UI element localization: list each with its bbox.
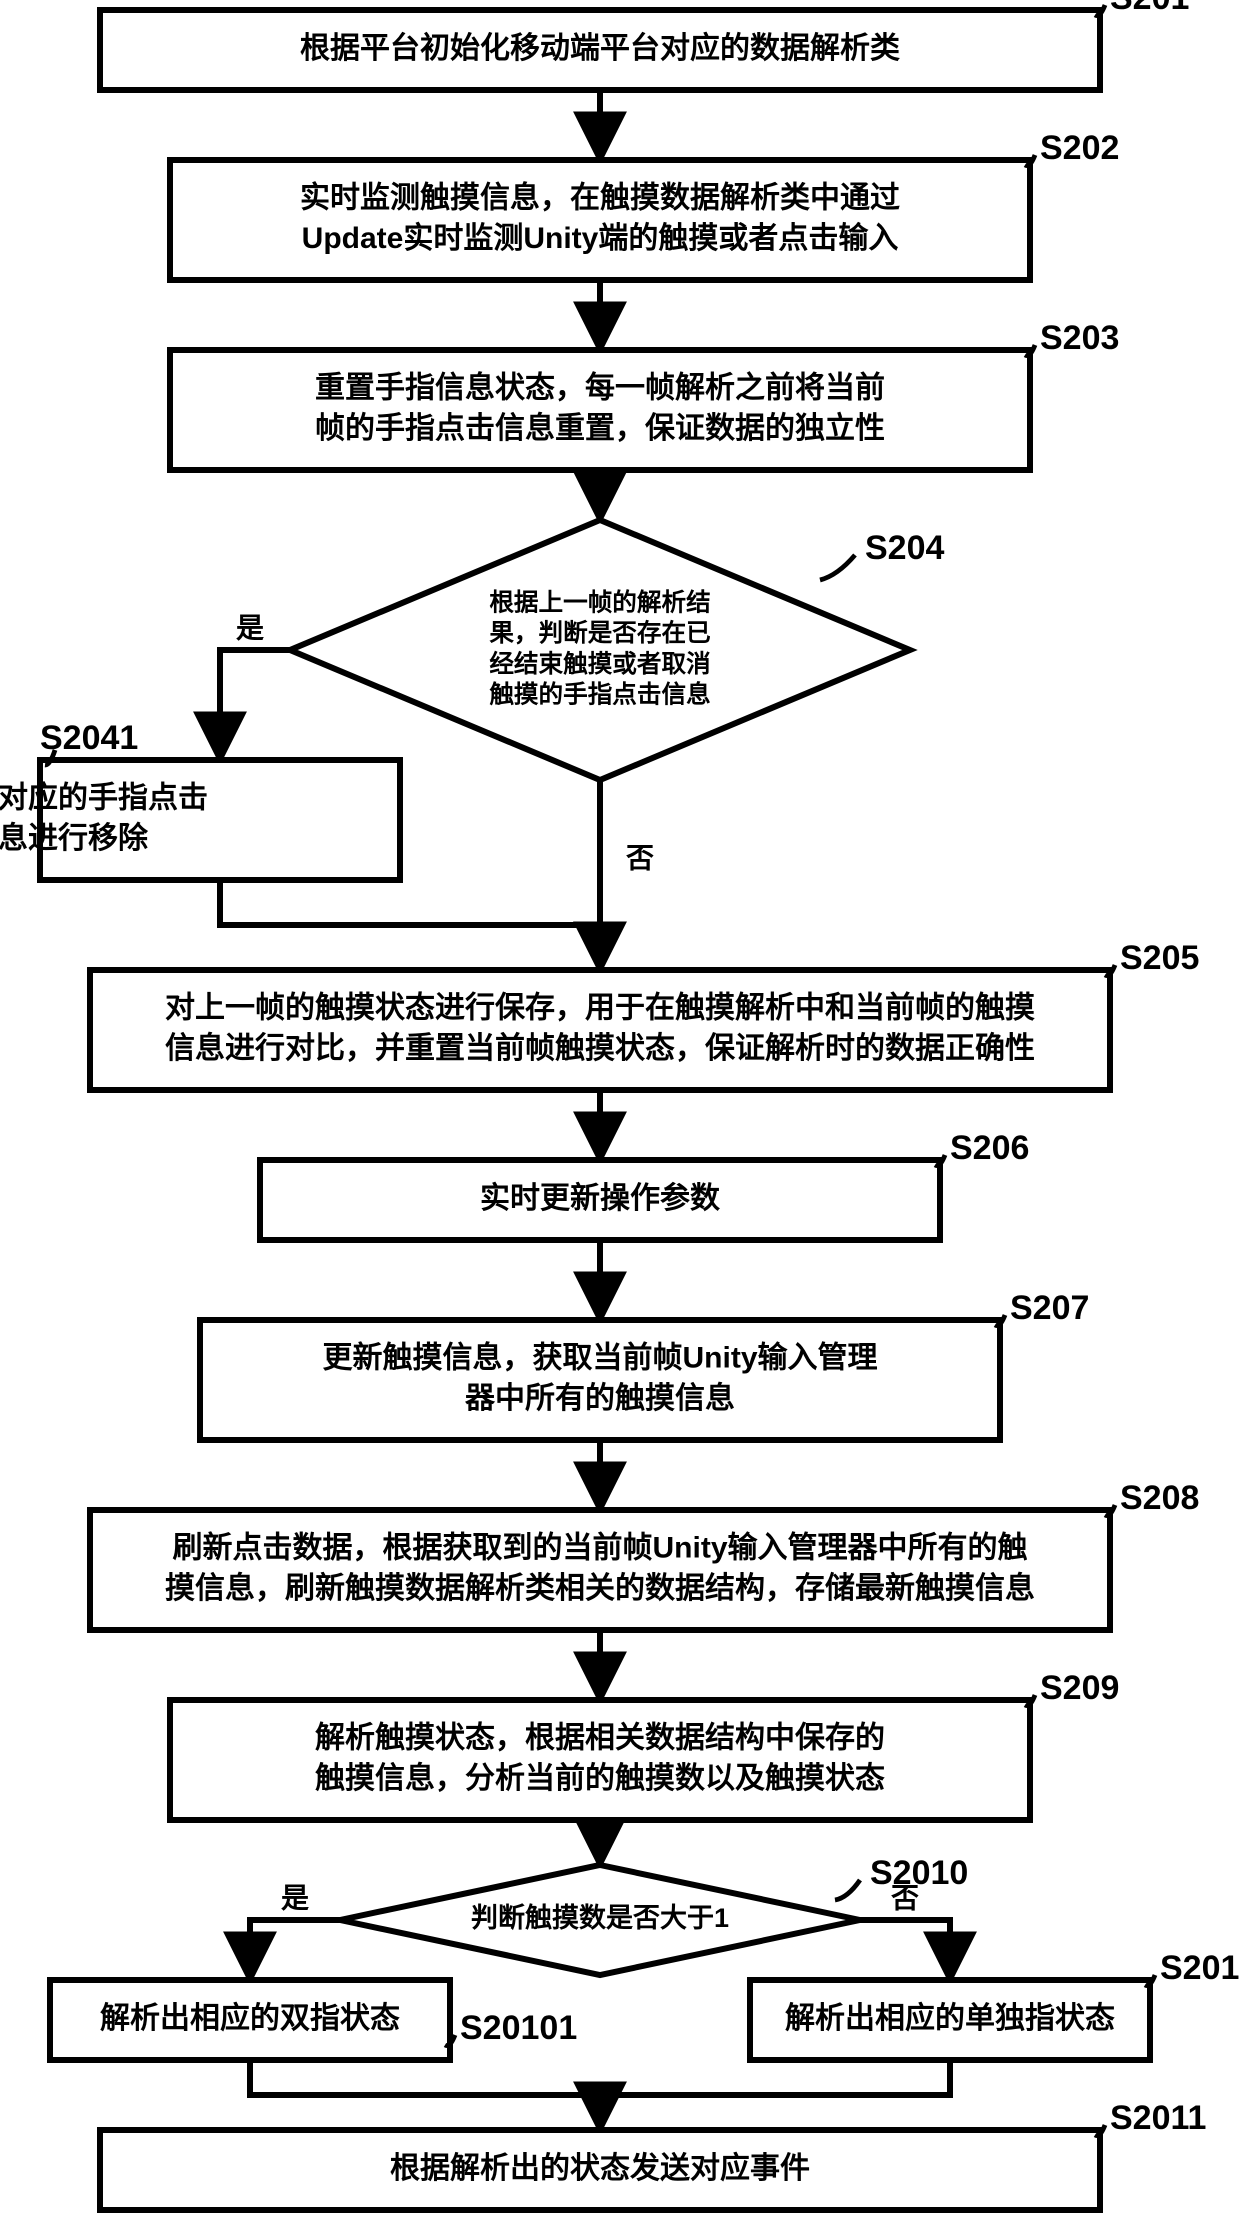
step-label: S201 <box>1110 0 1189 17</box>
node-text: 解析出相应的双指状态 <box>100 2001 400 2035</box>
flow-edge <box>250 1920 340 1980</box>
node-text: 需要对对应的手指点击 <box>0 781 208 815</box>
edge-label: 是 <box>281 1882 309 1913</box>
edge-label: 否 <box>626 842 654 873</box>
node-text: 器中所有的触摸信息 <box>464 1381 735 1415</box>
label-leader <box>820 555 855 580</box>
flow-node-rect <box>90 970 1110 1090</box>
node-text: 判断触摸数是否大于1 <box>471 1903 729 1933</box>
step-label: S2010 <box>870 1854 968 1892</box>
node-text: 解析出相应的单独指状态 <box>785 2001 1115 2035</box>
node-text: 根据解析出的状态发送对应事件 <box>390 2151 810 2185</box>
flow-node-rect <box>170 1700 1030 1820</box>
node-text: Update实时监测Unity端的触摸或者点击输入 <box>302 221 899 255</box>
node-text: 经结束触摸或者取消 <box>489 649 710 678</box>
flowchart-canvas: 是否是否根据平台初始化移动端平台对应的数据解析类实时监测触摸信息，在触摸数据解析… <box>0 0 1240 2219</box>
flow-edge <box>600 2060 950 2095</box>
step-label: S206 <box>950 1129 1029 1167</box>
node-text: 触摸的手指点击信息 <box>489 680 710 709</box>
flow-edge <box>860 1920 950 1980</box>
node-text: 果，判断是否存在已 <box>489 618 710 647</box>
flow-node-rect <box>170 160 1030 280</box>
flow-node-rect <box>90 1510 1110 1630</box>
step-label: S20101 <box>1160 1949 1240 1987</box>
node-text: 刷新点击数据，根据获取到的当前帧Unity输入管理器中所有的触 <box>173 1532 1028 1565</box>
step-label: S20101 <box>460 2009 577 2047</box>
node-text: 实时监测触摸信息，在触摸数据解析类中通过 <box>300 181 900 215</box>
step-label: S203 <box>1040 319 1119 357</box>
node-text: 根据上一帧的解析结 <box>489 587 710 616</box>
label-leader <box>835 1880 860 1900</box>
node-text: 重置手指信息状态，每一帧解析之前将当前 <box>315 371 885 405</box>
step-label: S2041 <box>40 719 138 757</box>
node-text: 对上一帧的触摸状态进行保存，用于在触摸解析中和当前帧的触摸 <box>165 992 1035 1025</box>
step-label: S202 <box>1040 129 1119 167</box>
edge-label: 是 <box>236 612 264 643</box>
step-label: S209 <box>1040 1669 1119 1707</box>
node-text: 触摸信息，分析当前的触摸数以及触摸状态 <box>315 1761 885 1795</box>
node-text: 信息进行移除 <box>0 821 149 855</box>
step-label: S208 <box>1120 1479 1199 1517</box>
flow-edge <box>250 2060 600 2095</box>
node-text: 帧的手指点击信息重置，保证数据的独立性 <box>315 411 885 445</box>
step-label: S205 <box>1120 939 1199 977</box>
node-text: 更新触摸信息，获取当前帧Unity输入管理 <box>323 1341 878 1375</box>
flow-edge <box>220 650 290 760</box>
flow-edge <box>220 880 600 925</box>
node-text: 摸信息，刷新触摸数据解析类相关的数据结构，存储最新触摸信息 <box>165 1571 1035 1605</box>
node-text: 根据平台初始化移动端平台对应的数据解析类 <box>300 31 900 65</box>
node-text: 实时更新操作参数 <box>480 1181 721 1215</box>
flow-node-rect <box>40 760 400 880</box>
node-text: 信息进行对比，并重置当前帧触摸状态，保证解析时的数据正确性 <box>165 1031 1035 1065</box>
step-label: S2011 <box>1110 2099 1206 2137</box>
flow-node-rect <box>200 1320 1000 1440</box>
step-label: S204 <box>865 529 944 567</box>
flow-node-rect <box>170 350 1030 470</box>
node-text: 解析触摸状态，根据相关数据结构中保存的 <box>315 1722 885 1755</box>
step-label: S207 <box>1010 1289 1089 1327</box>
